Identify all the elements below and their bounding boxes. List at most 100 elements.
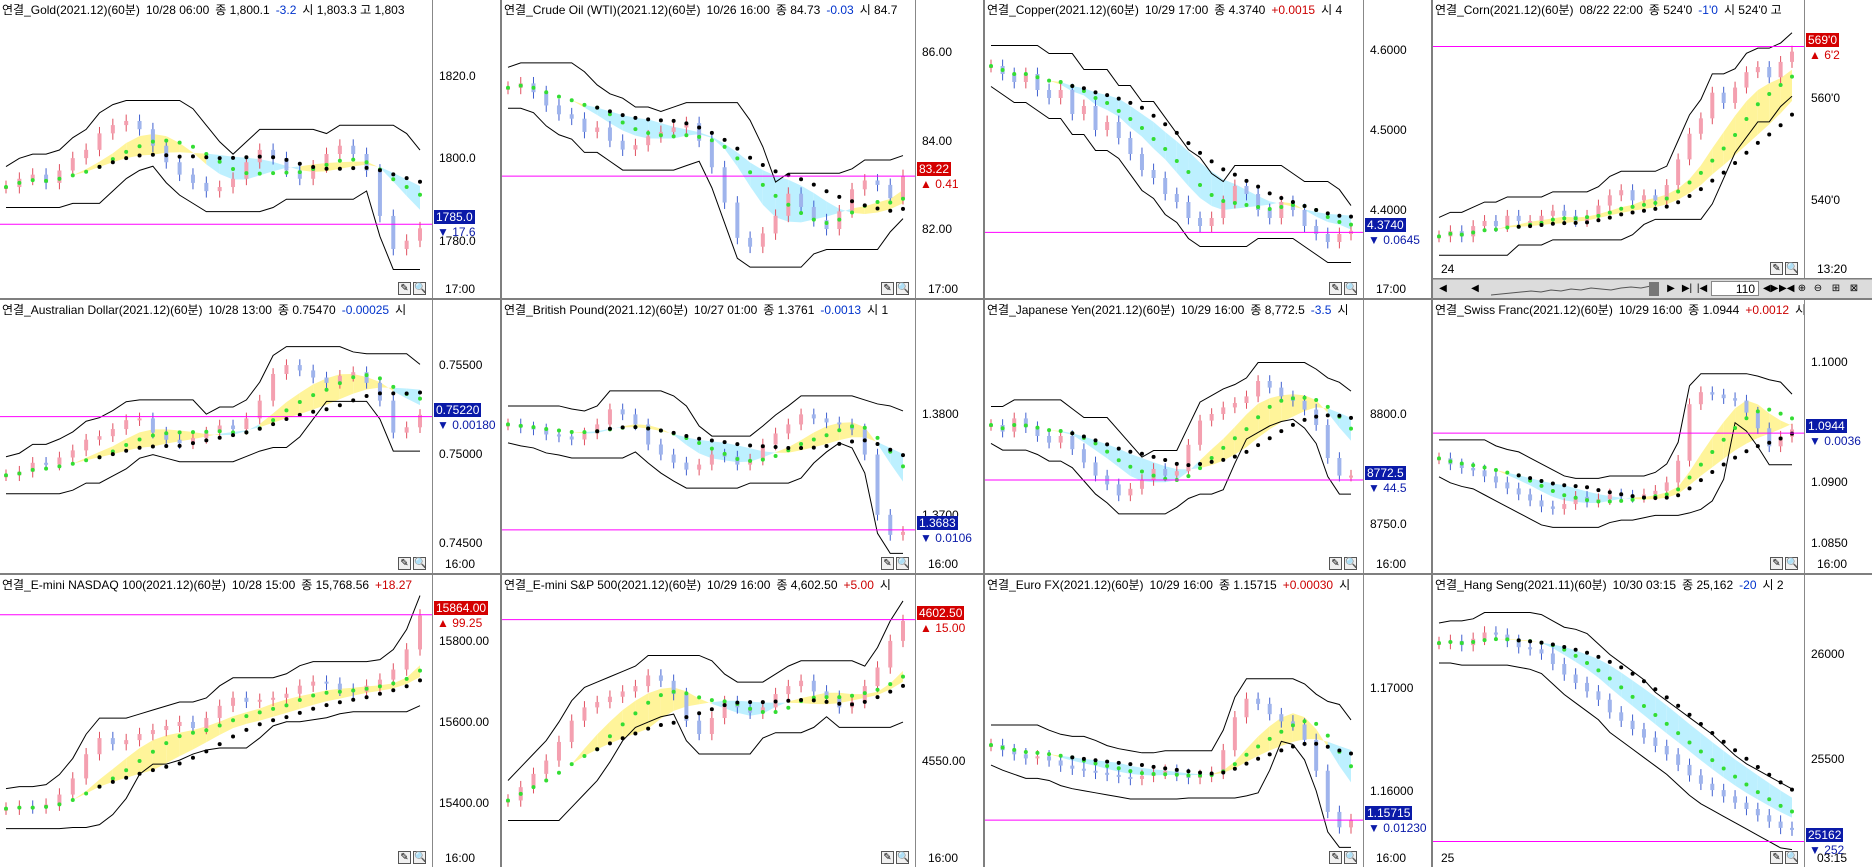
candle [1607, 195, 1612, 206]
pencil-icon[interactable]: ✎ [1770, 557, 1783, 570]
close-icon[interactable]: ⊠ [1849, 283, 1859, 294]
lead-line-dot [811, 437, 816, 442]
chart-panel[interactable]: 연결_Crude Oil (WTI)(2021.12)(60분) 10/26 16… [502, 0, 983, 298]
chart-panel[interactable]: 연결_Euro FX(2021.12)(60분) 10/29 16:00 종 1.1… [985, 575, 1431, 867]
scroll-thumb[interactable] [1649, 282, 1659, 296]
price-axis[interactable]: 1.3800 1.3700 1.3683 ▼ 0.0106 16:00 [915, 300, 983, 573]
lag-line-dot [1710, 731, 1715, 736]
magnifier-icon[interactable]: 🔍 [1785, 851, 1799, 864]
candle [1116, 774, 1121, 777]
scroll-right-icon[interactable]: ▶ [1667, 283, 1675, 294]
candle [607, 409, 612, 425]
scroll-start-icon[interactable]: |◀ [1696, 283, 1708, 294]
lead-line-dot [1710, 758, 1715, 763]
price-plot[interactable] [985, 575, 1363, 867]
ichimoku-cloud-segment [788, 179, 802, 223]
price-axis[interactable]: 1.17000 1.16000 1.15715 ▼ 0.01230 16:00 [1363, 575, 1431, 867]
panel-tools: ✎ 🔍 [1329, 282, 1357, 296]
pencil-icon[interactable]: ✎ [398, 282, 411, 295]
price-plot[interactable] [1433, 0, 1804, 278]
chart-panel[interactable]: 연결_Japanese Yen(2021.12)(60분) 10/29 16:00… [985, 300, 1431, 573]
pencil-icon[interactable]: ✎ [398, 557, 411, 570]
magnifier-icon[interactable]: 🔍 [1344, 557, 1358, 570]
chart-panel[interactable]: 연결_Swiss Franc(2021.12)(60분) 10/29 16:00 종… [1433, 300, 1872, 573]
lead-line-dot [1607, 499, 1612, 504]
price-plot[interactable] [502, 0, 915, 298]
chart-panel[interactable]: 연결_E-mini S&P 500(2021.12)(60분) 10/29 16:… [502, 575, 983, 867]
pencil-icon[interactable]: ✎ [1770, 262, 1783, 275]
magnifier-icon[interactable]: 🔍 [413, 557, 427, 570]
pencil-icon[interactable]: ✎ [1329, 282, 1342, 295]
lead-line-dot [1221, 445, 1226, 450]
magnifier-icon[interactable]: 🔍 [413, 851, 427, 864]
chart-panel[interactable]: 연결_Gold(2021.12)(60분) 10/28 06:00 종 1,800.… [0, 0, 500, 298]
price-plot[interactable] [985, 300, 1363, 573]
magnifier-icon[interactable]: 🔍 [413, 282, 427, 295]
zoom-minus-icon[interactable]: ⊖ [1813, 283, 1823, 294]
price-plot[interactable] [1433, 575, 1804, 867]
chart-panel[interactable]: 연결_Australian Dollar(2021.12)(60분) 10/28 … [0, 300, 500, 573]
price-plot[interactable] [985, 0, 1363, 298]
pencil-icon[interactable]: ✎ [1329, 557, 1342, 570]
pencil-icon[interactable]: ✎ [398, 851, 411, 864]
pencil-icon[interactable]: ✎ [1770, 851, 1783, 864]
zoom-input[interactable]: 110 [1711, 281, 1759, 296]
layout-icon[interactable]: ⊞ [1831, 283, 1841, 294]
lag-line-dot [1151, 113, 1156, 118]
price-axis[interactable]: 15800.00 15600.00 15400.00 15864.00 ▲ 99.25 1… [432, 575, 500, 867]
price-axis[interactable]: 0.75500 0.75000 0.74500 0.75220 ▼ 0.00180 16:… [432, 300, 500, 573]
lead-line-dot [1744, 116, 1749, 121]
candle [1721, 790, 1726, 797]
price-axis[interactable]: 4.6000 4.5000 4.4000 4.3740 ▼ 0.0645 17:00 [1363, 0, 1431, 298]
chart-scrollbar[interactable]: ◀ ◀ ▶ ▶| |◀ 110 ◀▶ ▶◀ ⊕ ⊖ ⊞ ⊠ [1433, 279, 1872, 298]
magnifier-icon[interactable]: 🔍 [896, 282, 910, 295]
chart-panel[interactable]: 연결_Corn(2021.12)(60분) 08/22 22:00 종 524'0-… [1433, 0, 1872, 278]
chart-panel[interactable]: 연결_British Pound(2021.12)(60분) 10/27 01:0… [502, 300, 983, 573]
price-axis[interactable]: 4550.00 4602.50 ▲ 15.00 16:00 [915, 575, 983, 867]
price-plot[interactable] [0, 0, 432, 298]
chart-panel[interactable]: 연결_E-mini NASDAQ 100(2021.12)(60분) 10/28 … [0, 575, 500, 867]
y-tick-label: 1.17000 [1370, 681, 1414, 696]
magnifier-icon[interactable]: 🔍 [1344, 851, 1358, 864]
zoom-in-icon[interactable]: ▶◀ [1779, 283, 1795, 294]
scroll-left-icon[interactable]: ◀ [1439, 283, 1447, 294]
lag-line-dot [231, 155, 236, 160]
candle [1047, 436, 1052, 443]
price-plot[interactable] [502, 575, 915, 867]
magnifier-icon[interactable]: 🔍 [1785, 557, 1799, 570]
chart-panel[interactable]: 연결_Copper(2021.12)(60분) 10/29 17:00 종 4.37… [985, 0, 1431, 298]
price-plot[interactable] [0, 575, 432, 867]
lead-line-dot [1035, 425, 1040, 430]
scroll-end-icon[interactable]: ▶| [1681, 283, 1693, 294]
price-axis[interactable]: 560'0 540'0 569'0 ▲ 6'2 13:20 [1804, 0, 1872, 278]
pencil-icon[interactable]: ✎ [881, 282, 894, 295]
lag-line-dot [177, 154, 182, 159]
price-axis[interactable]: 1820.0 1800.0 1780.0 1785.0 ▼ 17.6 17:00 [432, 0, 500, 298]
chart-panel[interactable]: 연결_Hang Seng(2021.11)(60분) 10/30 03:15 종 2… [1433, 575, 1872, 867]
magnifier-icon[interactable]: 🔍 [896, 557, 910, 570]
price-axis[interactable]: 1.1000 1.0900 1.0850 1.0944 ▼ 0.0036 16:00 [1804, 300, 1872, 573]
price-axis[interactable]: 26000 25500 25162 ▼ 252 03:15 [1804, 575, 1872, 867]
magnifier-icon[interactable]: 🔍 [1344, 282, 1358, 295]
pencil-icon[interactable]: ✎ [881, 851, 894, 864]
magnifier-icon[interactable]: 🔍 [896, 851, 910, 864]
lead-line-dot [1151, 473, 1156, 478]
magnifier-icon[interactable]: 🔍 [1785, 262, 1799, 275]
price-plot[interactable] [1433, 300, 1804, 573]
zoom-plus-icon[interactable]: ⊕ [1797, 283, 1807, 294]
price-plot[interactable] [0, 300, 432, 573]
pencil-icon[interactable]: ✎ [881, 557, 894, 570]
ichimoku-cloud-segment [1689, 724, 1701, 761]
pencil-icon[interactable]: ✎ [1329, 851, 1342, 864]
lead-line-dot [722, 451, 727, 456]
zoom-out-icon[interactable]: ◀▶ [1763, 283, 1779, 294]
header-close-label: 종 4.3740 [1214, 3, 1266, 17]
lead-line-dot [70, 461, 75, 466]
lag-line-dot [377, 691, 382, 696]
scroll-left-small-icon[interactable]: ◀ [1471, 283, 1479, 294]
header-date: 10/29 16:00 [1618, 303, 1683, 317]
price-plot[interactable] [502, 300, 915, 573]
price-axis[interactable]: 8800.0 8750.0 8772.5 ▼ 44.5 16:00 [1363, 300, 1431, 573]
candle [1232, 186, 1237, 202]
price-axis[interactable]: 86.00 84.00 82.00 83.22 ▲ 0.41 17:00 [915, 0, 983, 298]
